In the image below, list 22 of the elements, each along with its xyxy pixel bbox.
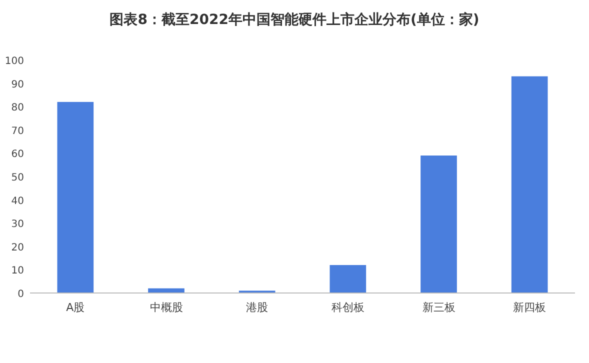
- y-tick-label: 60: [11, 149, 24, 160]
- y-tick-label: 50: [11, 172, 24, 184]
- x-tick-label: 中概股: [150, 301, 183, 314]
- x-tick-label: A股: [66, 301, 85, 314]
- y-tick-label: 20: [11, 242, 24, 254]
- bar: [57, 102, 94, 293]
- x-tick-label: 港股: [246, 301, 268, 314]
- bar: [330, 265, 366, 293]
- y-tick-label: 70: [11, 126, 24, 137]
- y-tick-label: 40: [11, 196, 24, 207]
- x-tick-label: 科创板: [331, 301, 364, 314]
- bar: [511, 76, 548, 293]
- y-tick-label: 30: [11, 219, 24, 230]
- x-tick-label: 新四板: [513, 301, 546, 314]
- y-tick-label: 90: [11, 79, 24, 90]
- bar: [420, 156, 457, 293]
- y-tick-label: 80: [11, 102, 24, 114]
- y-tick-label: 100: [4, 56, 24, 67]
- y-tick-label: 0: [18, 289, 24, 300]
- y-tick-label: 10: [11, 266, 24, 277]
- x-tick-label: 新三板: [422, 301, 456, 314]
- chart-title: 图表8：截至2022年中国智能硬件上市企业分布(单位：家): [110, 11, 480, 28]
